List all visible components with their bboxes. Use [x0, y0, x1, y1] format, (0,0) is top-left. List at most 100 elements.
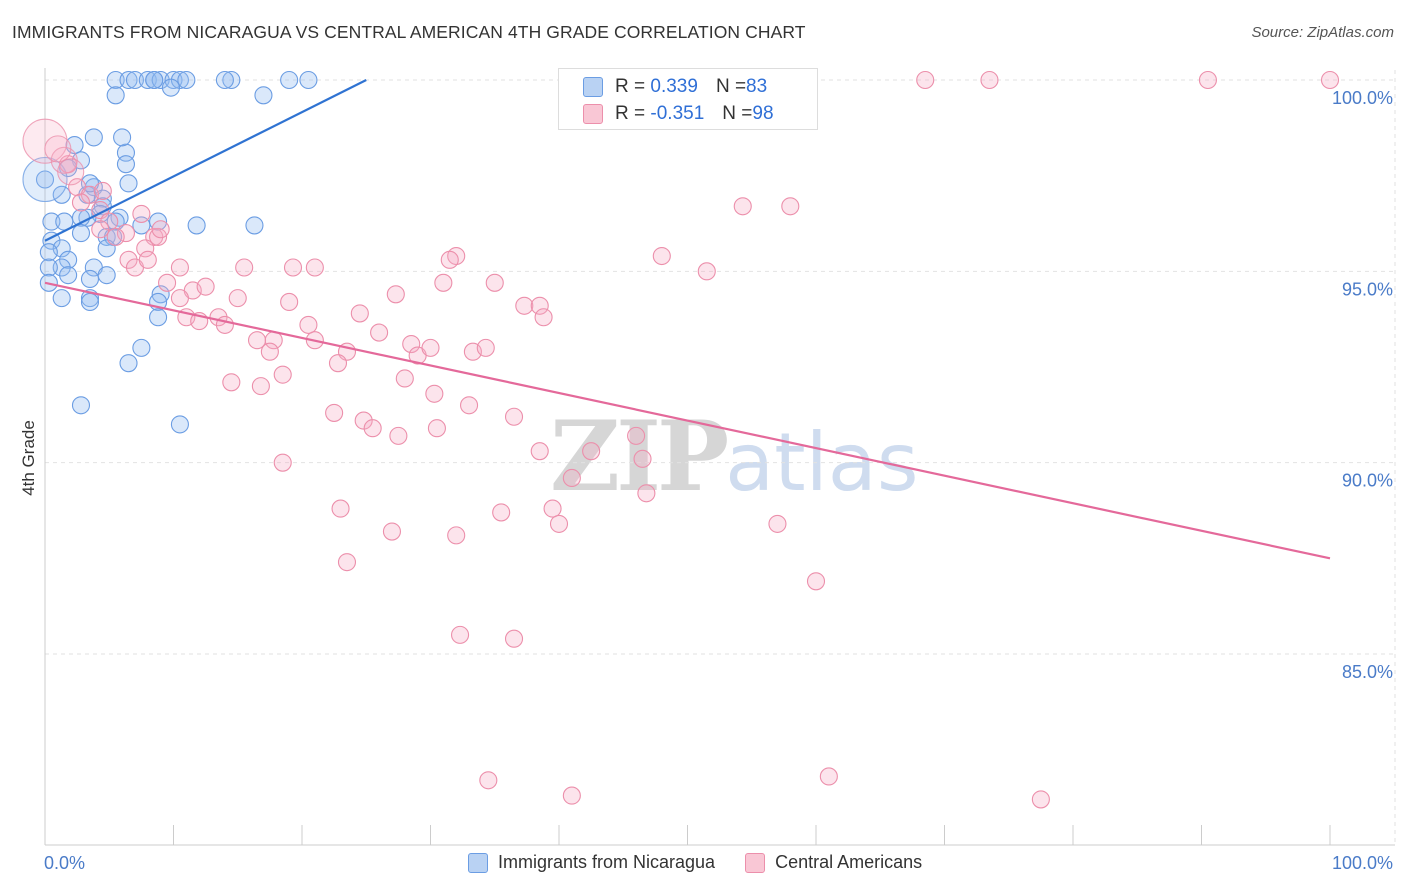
point-nicaragua — [170, 415, 189, 434]
stats-n-value: 98 — [752, 103, 774, 124]
point-central-americans — [534, 308, 553, 327]
point-central-americans — [733, 197, 752, 216]
stats-legend: R = 0.339 N = 83 R = -0.351 N = 98 — [558, 68, 818, 130]
stats-n-label: N = — [722, 103, 753, 124]
point-central-americans — [305, 258, 324, 277]
point-central-americans — [91, 220, 110, 239]
point-central-americans — [71, 193, 91, 212]
point-central-americans — [337, 553, 357, 572]
legend-label-nicaragua: Immigrants from Nicaragua — [498, 852, 716, 872]
point-central-americans — [504, 407, 524, 426]
point-nicaragua — [299, 70, 318, 90]
point-nicaragua — [119, 174, 138, 193]
point-central-americans — [402, 334, 421, 354]
y-tick-label: 90.0% — [1342, 471, 1393, 491]
point-central-americans — [170, 258, 189, 277]
point-nicaragua — [52, 185, 71, 204]
point-central-americans — [151, 220, 170, 239]
point-central-americans — [768, 514, 787, 533]
point-nicaragua — [71, 396, 91, 415]
point-central-americans — [652, 246, 671, 266]
point-nicaragua — [280, 70, 299, 90]
stats-r-label: R = — [615, 103, 646, 124]
stats-n-value: 83 — [746, 76, 768, 97]
point-central-americans — [363, 419, 382, 438]
point-nicaragua — [145, 70, 164, 90]
point-nicaragua — [245, 216, 264, 235]
point-nicaragua — [80, 292, 100, 311]
grid — [45, 70, 1396, 845]
point-nicaragua — [254, 86, 273, 105]
point-central-americans — [633, 449, 652, 468]
point-central-americans — [1198, 70, 1217, 90]
point-central-americans — [350, 304, 369, 323]
point-nicaragua — [35, 170, 55, 189]
point-central-americans — [479, 771, 498, 790]
point-nicaragua — [187, 216, 206, 235]
bottom-legend: Immigrants from Nicaragua Central Americ… — [468, 852, 952, 873]
point-central-americans — [515, 296, 534, 315]
stats-row-central-americans: R = -0.351 N = 98 — [583, 101, 774, 127]
x-tick-label-start: 0.0% — [44, 853, 85, 873]
point-central-americans — [1031, 790, 1050, 809]
point-central-americans — [459, 396, 479, 415]
point-central-americans-large — [44, 135, 72, 163]
point-central-americans — [1320, 70, 1340, 90]
point-nicaragua — [39, 243, 58, 262]
legend-item-central-americans[interactable]: Central Americans — [745, 852, 922, 873]
y-tick-label: 95.0% — [1342, 279, 1393, 299]
point-central-americans — [492, 503, 511, 522]
point-central-americans — [916, 70, 935, 90]
stats-swatch-nicaragua — [583, 77, 603, 97]
point-central-americans — [116, 224, 136, 243]
point-central-americans — [273, 453, 292, 472]
point-nicaragua — [215, 70, 234, 90]
point-central-americans — [530, 442, 549, 461]
point-central-americans — [819, 767, 838, 786]
point-nicaragua-large — [22, 156, 68, 203]
point-nicaragua — [116, 155, 136, 174]
point-central-americans — [476, 338, 495, 357]
point-central-americans — [562, 468, 581, 488]
point-central-americans — [136, 239, 155, 258]
stats-swatch-central-americans — [583, 104, 603, 124]
point-nicaragua — [59, 250, 78, 269]
point-central-americans — [215, 315, 234, 334]
point-nicaragua — [222, 70, 241, 90]
point-central-americans — [562, 786, 581, 805]
trend-line-central-americans — [44, 281, 1331, 560]
point-nicaragua — [119, 70, 138, 90]
point-central-americans — [504, 629, 524, 648]
point-central-americans — [440, 250, 459, 269]
point-nicaragua — [106, 86, 125, 105]
point-nicaragua — [84, 128, 103, 147]
point-nicaragua — [149, 308, 168, 327]
point-central-americans — [395, 369, 414, 388]
stats-r-value: 0.339 — [650, 76, 698, 97]
legend-item-nicaragua[interactable]: Immigrants from Nicaragua — [468, 852, 715, 873]
tick-labels: 100.0% 95.0% 90.0% 85.0% 0.0% 100.0% 4th Grade — [19, 88, 1393, 873]
point-central-americans — [106, 227, 125, 246]
point-nicaragua — [177, 70, 196, 90]
point-nicaragua — [132, 338, 151, 357]
point-central-americans — [170, 289, 189, 308]
point-central-americans — [235, 258, 254, 277]
points-layer — [22, 70, 1340, 809]
point-central-americans — [806, 572, 826, 591]
point-central-americans — [781, 197, 800, 216]
point-central-americans — [370, 323, 389, 342]
point-central-americans — [421, 338, 440, 357]
point-nicaragua — [97, 266, 116, 285]
point-nicaragua — [161, 78, 180, 97]
point-central-americans — [331, 499, 350, 518]
point-central-americans — [485, 273, 504, 292]
point-central-americans — [196, 277, 215, 296]
y-tick-label: 85.0% — [1342, 662, 1393, 682]
stats-r-label: R = — [615, 76, 646, 97]
point-central-americans — [228, 289, 247, 308]
point-central-americans — [280, 292, 299, 311]
point-nicaragua — [106, 212, 125, 231]
point-nicaragua — [42, 212, 61, 231]
point-nicaragua — [119, 354, 138, 373]
